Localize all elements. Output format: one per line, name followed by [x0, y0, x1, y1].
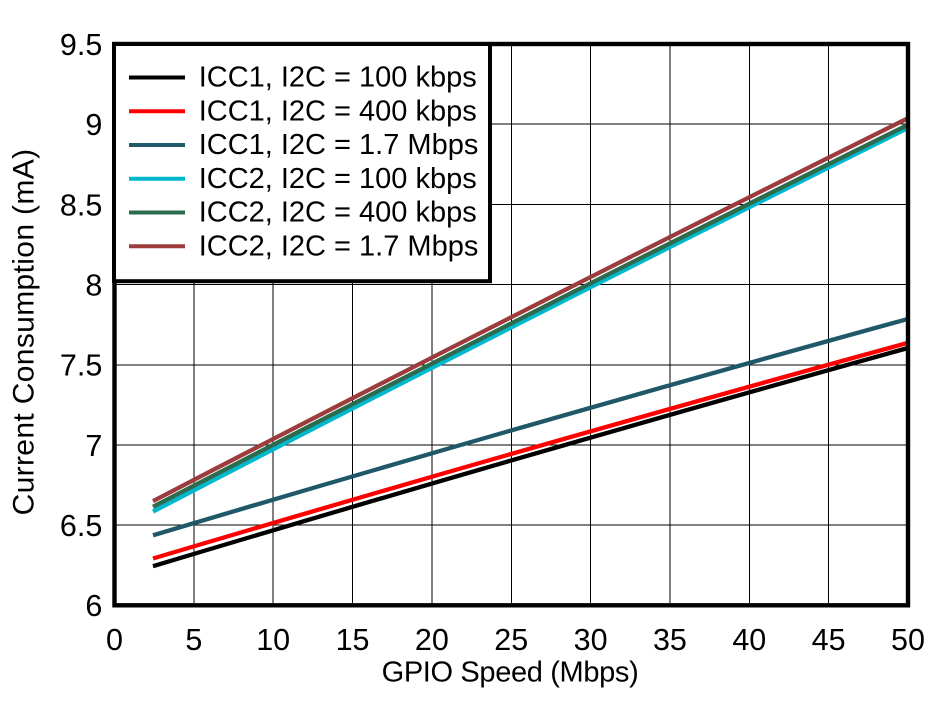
svg-text:6.5: 6.5	[60, 509, 102, 543]
svg-text:ICC2, I2C = 400 kbps: ICC2, I2C = 400 kbps	[199, 197, 477, 229]
svg-text:10: 10	[256, 623, 290, 657]
svg-text:ICC1, I2C = 100 kbps: ICC1, I2C = 100 kbps	[199, 62, 477, 94]
svg-text:9.5: 9.5	[60, 28, 102, 62]
svg-text:8.5: 8.5	[60, 188, 102, 222]
svg-text:7: 7	[85, 429, 102, 463]
svg-text:9: 9	[85, 108, 102, 142]
svg-text:ICC2, I2C = 100 kbps: ICC2, I2C = 100 kbps	[199, 163, 477, 195]
svg-text:ICC1, I2C = 1.7 Mbps: ICC1, I2C = 1.7 Mbps	[199, 129, 479, 161]
svg-text:8: 8	[85, 269, 102, 303]
svg-text:50: 50	[891, 623, 925, 657]
svg-text:40: 40	[732, 623, 766, 657]
svg-text:7.5: 7.5	[60, 349, 102, 383]
svg-text:45: 45	[812, 623, 846, 657]
svg-text:ICC2, I2C = 1.7 Mbps: ICC2, I2C = 1.7 Mbps	[199, 230, 479, 262]
svg-text:20: 20	[415, 623, 449, 657]
svg-text:35: 35	[653, 623, 687, 657]
svg-text:6: 6	[85, 589, 102, 623]
svg-text:5: 5	[185, 623, 202, 657]
svg-text:ICC1, I2C = 400 kbps: ICC1, I2C = 400 kbps	[199, 95, 477, 127]
svg-text:25: 25	[494, 623, 528, 657]
svg-text:15: 15	[336, 623, 370, 657]
svg-text:GPIO Speed (Mbps): GPIO Speed (Mbps)	[382, 657, 639, 689]
svg-text:Current Consumption (mA): Current Consumption (mA)	[8, 149, 41, 516]
svg-text:0: 0	[106, 623, 123, 657]
svg-text:30: 30	[574, 623, 608, 657]
